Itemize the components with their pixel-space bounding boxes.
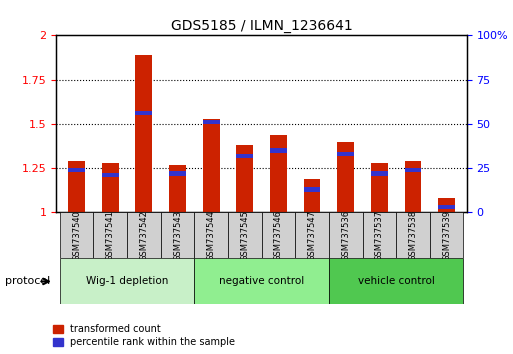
Bar	[194, 258, 329, 304]
Bar	[438, 198, 455, 212]
Bar	[304, 179, 321, 212]
Bar	[363, 212, 396, 258]
Bar	[405, 161, 421, 212]
Bar	[371, 163, 388, 212]
Text: GSM737545: GSM737545	[240, 210, 249, 261]
Bar	[295, 212, 329, 258]
Bar	[236, 154, 253, 158]
Bar	[203, 120, 220, 124]
Bar	[438, 205, 455, 209]
Bar	[262, 212, 295, 258]
Bar	[304, 187, 321, 192]
Bar	[60, 258, 194, 304]
Text: GSM737538: GSM737538	[408, 210, 418, 261]
Bar	[338, 142, 354, 212]
Bar	[135, 55, 152, 212]
Text: GSM737547: GSM737547	[308, 210, 317, 261]
Bar	[102, 163, 119, 212]
Text: GSM737539: GSM737539	[442, 210, 451, 261]
Bar	[270, 135, 287, 212]
Bar	[60, 212, 93, 258]
Bar	[194, 212, 228, 258]
Text: Wig-1 depletion: Wig-1 depletion	[86, 276, 168, 286]
Bar	[329, 258, 463, 304]
Bar	[93, 212, 127, 258]
Bar	[169, 165, 186, 212]
Bar	[396, 212, 430, 258]
Text: GSM737546: GSM737546	[274, 210, 283, 261]
Bar	[102, 173, 119, 177]
Title: GDS5185 / ILMN_1236641: GDS5185 / ILMN_1236641	[171, 19, 352, 33]
Text: GSM737542: GSM737542	[140, 210, 148, 261]
Text: GSM737541: GSM737541	[106, 210, 115, 261]
Text: protocol: protocol	[5, 276, 50, 286]
Legend: transformed count, percentile rank within the sample: transformed count, percentile rank withi…	[51, 322, 238, 349]
Text: GSM737537: GSM737537	[375, 210, 384, 261]
Bar	[236, 145, 253, 212]
Bar	[203, 119, 220, 212]
Bar	[68, 161, 85, 212]
Text: vehicle control: vehicle control	[358, 276, 435, 286]
Bar	[338, 152, 354, 156]
Bar	[329, 212, 363, 258]
Text: GSM737536: GSM737536	[341, 210, 350, 261]
Bar	[228, 212, 262, 258]
Bar	[68, 168, 85, 172]
Bar	[270, 148, 287, 153]
Bar	[371, 171, 388, 176]
Bar	[161, 212, 194, 258]
Bar	[430, 212, 463, 258]
Bar	[405, 168, 421, 172]
Text: negative control: negative control	[219, 276, 304, 286]
Text: GSM737540: GSM737540	[72, 210, 81, 261]
Bar	[135, 111, 152, 115]
Bar	[127, 212, 161, 258]
Text: GSM737544: GSM737544	[207, 210, 215, 261]
Bar	[169, 171, 186, 176]
Text: GSM737543: GSM737543	[173, 210, 182, 261]
